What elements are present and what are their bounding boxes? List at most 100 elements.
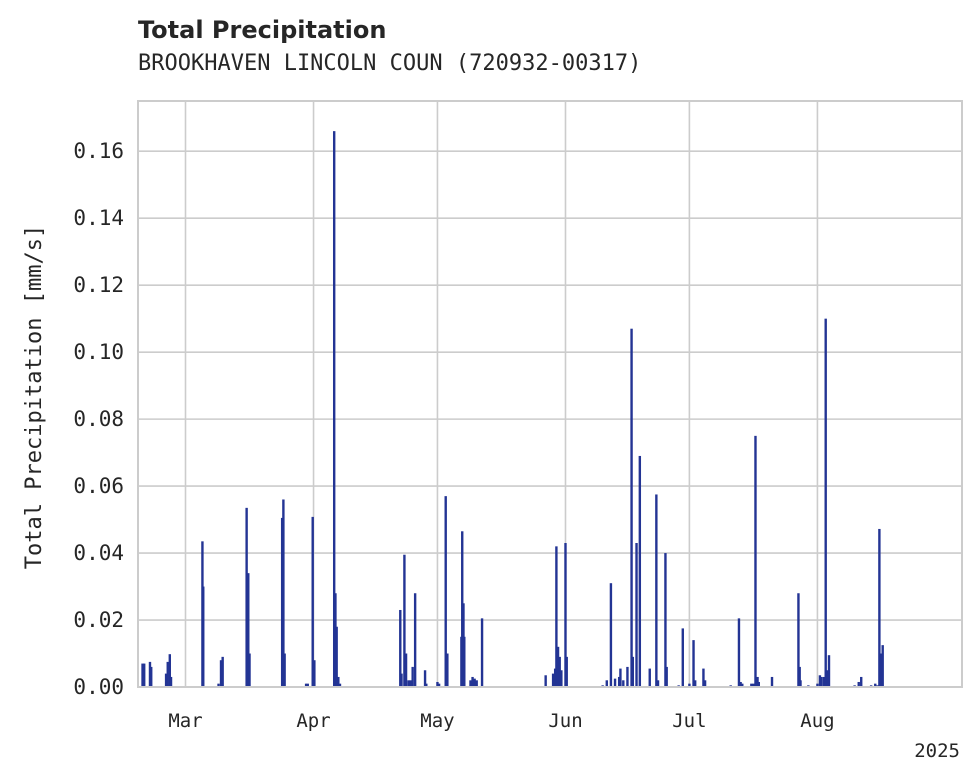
precipitation-bar [622,680,625,687]
y-tick-label: 0.08 [73,407,124,431]
precipitation-bar [332,131,336,687]
precipitation-bar [754,435,757,687]
precipitation-bar [799,680,802,687]
precipitation-bar [556,646,560,687]
precipitation-bar [860,676,863,687]
precipitation-bar [737,618,741,687]
precipitation-bar [750,683,753,687]
y-axis-ticks: 0.00 0.02 0.04 0.06 0.08 0.10 0.12 0.14 0.16 [73,139,124,699]
y-tick-label: 0.16 [73,139,124,163]
precipitation-bar [444,496,447,687]
x-tick-label: May [420,710,454,732]
precipitation-bar [413,593,417,687]
precipitation-bar [752,683,755,687]
precipitation-bar [306,683,309,687]
precipitation-bar [425,683,428,687]
precipitation-bar [248,653,251,687]
precipitation-bar [816,683,819,687]
precipitation-bar [446,653,449,687]
precipitation-bar [609,583,613,687]
precipitation-bar [219,660,223,687]
precipitation-bar [688,683,691,687]
precipitation-bar [334,593,337,687]
precipitation-bar [143,663,146,687]
x-axis-ticks: Mar Apr May Jun Jul Aug [168,710,834,732]
precipitation-bar [613,678,617,687]
precipitation-bar [551,673,555,687]
precipitation-bar [827,655,831,687]
precipitation-bar [702,668,705,687]
precipitation-bar [565,656,568,687]
precipitation-bar [655,494,658,687]
precipitation-bar [564,543,567,687]
precipitation-bar [409,680,412,687]
precipitation-bar [407,680,410,687]
precipitation-bar [560,670,563,687]
precipitation-bar [756,676,759,687]
precipitation-bar [630,328,633,687]
precipitation-bar [169,676,173,687]
precipitation-bar [423,670,427,687]
precipitation-bar [164,673,168,687]
precipitation-bar [247,573,250,687]
precipitation-bar [437,683,441,687]
precipitation-bar [403,554,406,687]
precipitation-bar [826,670,829,687]
precipitation-bar [648,668,651,687]
precipitation-bar [619,668,622,687]
x-tick-label: Aug [800,710,834,732]
precipitation-bar [475,680,478,687]
precipitation-bar [141,663,144,687]
precipitation-bar [635,543,638,687]
precipitation-bar [463,636,466,687]
precipitation-bar [656,680,660,687]
y-tick-label: 0.12 [73,273,124,297]
precipitation-bar [874,683,877,687]
chart-subtitle: BROOKHAVEN LINCOLN COUN (720932-00317) [138,51,642,76]
precipitation-bar [692,640,695,687]
precipitation-bar [881,645,884,687]
y-tick-label: 0.14 [73,206,124,230]
precipitation-bar [798,666,801,687]
precipitation-bars [141,131,884,687]
precipitation-bar [797,593,800,687]
precipitation-bar [166,661,169,687]
precipitation-bar [436,681,439,687]
x-tick-label: Apr [296,710,330,732]
precipitation-bar [631,656,635,687]
precipitation-bar [282,499,285,687]
precipitation-bar [878,528,881,687]
precipitation-bar [217,683,220,687]
precipitation-bar [168,654,171,687]
precipitation-bar [544,675,547,687]
precipitation-bar [399,609,402,687]
precipitation-bar [338,683,342,687]
precipitation-bar [335,626,338,687]
precipitation-bar [245,507,248,687]
precipitation-bar [617,676,621,687]
precipitation-bar [311,516,314,687]
precipitation-bar [879,653,883,687]
precipitation-bar [553,668,557,687]
precipitation-bar [822,676,826,687]
precipitation-bar [313,660,316,687]
precipitation-bar [824,318,827,687]
precipitation-bar [626,666,629,687]
precipitation-bar [818,675,822,687]
y-tick-label: 0.10 [73,340,124,364]
precipitation-bar [221,656,224,687]
precipitation-bar [283,653,286,687]
year-label: 2025 [914,740,960,762]
precipitation-bar [555,546,558,687]
precipitation-bar [202,586,205,687]
x-tick-label: Mar [168,710,202,732]
precipitation-bar [411,666,414,687]
precipitation-bar [461,531,464,687]
precipitation-bar [337,676,340,687]
precipitation-bar [148,661,152,687]
precipitation-bar [820,676,823,687]
precipitation-bar [473,678,476,687]
precipitation-bar [400,673,403,687]
precipitation-bar [739,681,742,687]
